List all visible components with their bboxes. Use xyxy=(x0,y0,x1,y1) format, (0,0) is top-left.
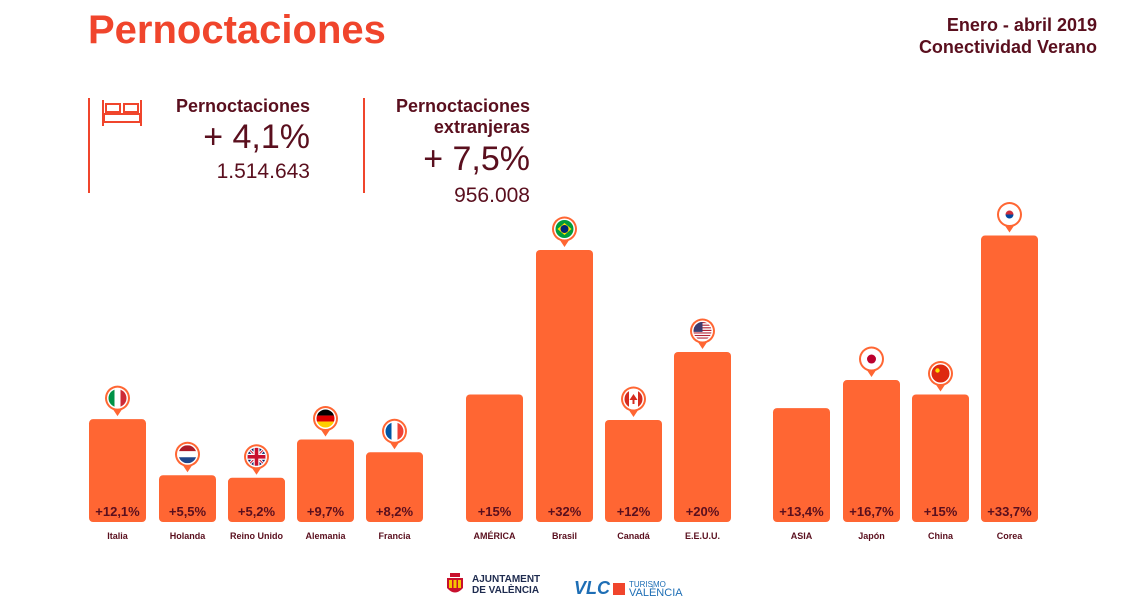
kpi-divider-2 xyxy=(363,98,365,193)
kpi-label: Pernoctaciones xyxy=(175,96,310,116)
kpi-percent-foreign: + 7,5% xyxy=(423,140,530,178)
bar-holanda xyxy=(159,475,216,522)
data-label-alemania: +9,7% xyxy=(307,504,345,519)
kpi-percent: + 4,1% xyxy=(203,118,310,156)
category-label-canada: Canadá xyxy=(617,531,651,541)
bar-group-corea: +33,7% Corea xyxy=(981,202,1038,541)
kpi-label-line-1: Pernoctaciones xyxy=(395,96,530,116)
france-flag-icon xyxy=(382,418,407,450)
data-label-japon: +16,7% xyxy=(849,504,894,519)
bed-icon xyxy=(102,100,142,126)
kpi-label-foreign: Pernoctaciones extranjeras xyxy=(396,96,530,138)
bar-corea xyxy=(981,235,1038,523)
bar-group-japon: +16,7% Japón xyxy=(843,346,900,541)
category-label-alemania: Alemania xyxy=(305,531,346,541)
ajuntament-line-2: DE VALÈNCIA xyxy=(472,585,540,596)
period-line-2: Conectividad Verano xyxy=(918,37,1097,57)
category-label-corea: Corea xyxy=(997,531,1024,541)
vlc-logo: VLC TURISMO VALÈNCIA xyxy=(574,578,683,599)
vlc-sub-line-1: TURISMO xyxy=(629,579,666,589)
data-label-america: +15% xyxy=(478,504,512,519)
data-label-e-e-u-u: +20% xyxy=(686,504,720,519)
bar-group-canada: +12% Canadá xyxy=(605,386,662,541)
category-label-reino-unido: Reino Unido xyxy=(230,531,283,541)
category-label-japon: Japón xyxy=(858,531,885,541)
bar-group-francia: +8,2% Francia xyxy=(366,418,423,541)
category-label-brasil: Brasil xyxy=(552,531,577,541)
ajuntament-line-1: AJUNTAMENT xyxy=(472,574,541,585)
italy-flag-icon xyxy=(105,385,130,417)
data-label-canada: +12% xyxy=(617,504,651,519)
page-title: Pernoctaciones xyxy=(88,8,386,52)
bar-group-e-e-u-u: +20% E.E.U.U. xyxy=(674,318,731,541)
usa-flag-icon xyxy=(690,318,715,349)
bar-asia xyxy=(773,408,830,522)
category-label-asia: ASIA xyxy=(791,531,813,541)
vlc-sub-line-2: VALÈNCIA xyxy=(629,586,683,599)
period-line-1: Enero - abril 2019 xyxy=(946,15,1097,35)
kpi-label-line-2: extranjeras xyxy=(433,117,530,137)
category-label-china: China xyxy=(928,531,954,541)
bar-alemania xyxy=(297,439,354,522)
data-label-holanda: +5,5% xyxy=(169,504,207,519)
ajuntament-logo: AJUNTAMENT DE VALÈNCIA xyxy=(444,572,540,598)
coat-of-arms-icon xyxy=(447,573,463,593)
data-label-francia: +8,2% xyxy=(376,504,414,519)
bar-japon xyxy=(843,380,900,522)
china-flag-icon xyxy=(928,361,953,392)
category-label-italia: Italia xyxy=(107,531,129,541)
kpi-divider-1 xyxy=(88,98,90,193)
bar-group-asia: +13,4% ASIA xyxy=(773,408,830,541)
period-block: Enero - abril 2019 Conectividad Verano xyxy=(919,14,1097,58)
bar-group-brasil: +32% Brasil xyxy=(536,216,593,541)
bar-america xyxy=(466,394,523,522)
bar-francia xyxy=(366,452,423,522)
bar-canada xyxy=(605,420,662,522)
bar-reino-unido xyxy=(228,477,285,522)
bar-group-alemania: +9,7% Alemania xyxy=(297,406,354,541)
uk-flag-icon xyxy=(244,444,269,475)
category-label-e-e-u-u: E.E.U.U. xyxy=(685,531,720,541)
category-label-america: AMÉRICA xyxy=(474,531,516,541)
category-label-holanda: Holanda xyxy=(170,531,206,541)
kpi-value: 1.514.643 xyxy=(216,160,310,183)
netherlands-flag-icon xyxy=(175,441,200,473)
bar-group-china: +15% China xyxy=(912,361,969,541)
bar-group-america: +15% AMÉRICA xyxy=(466,394,523,541)
data-label-china: +15% xyxy=(924,504,958,519)
category-label-francia: Francia xyxy=(378,531,411,541)
bar-e-e-u-u xyxy=(674,352,731,522)
bar-group-italia: +12,1% Italia xyxy=(89,385,146,541)
kpi-value-foreign: 956.008 xyxy=(454,184,530,207)
germany-flag-icon xyxy=(313,406,338,437)
data-label-corea: +33,7% xyxy=(987,504,1032,519)
data-label-reino-unido: +5,2% xyxy=(238,504,276,519)
vlc-wordmark: VLC xyxy=(574,578,610,598)
data-label-italia: +12,1% xyxy=(95,504,140,519)
canada-flag-icon xyxy=(621,386,646,417)
bar-group-holanda: +5,5% Holanda xyxy=(159,441,216,541)
korea-flag-icon xyxy=(997,202,1022,233)
bar-china xyxy=(912,394,969,522)
vlc-square-icon xyxy=(613,582,625,595)
bar-italia xyxy=(89,419,146,522)
bar-chart: +12,1% Italia +5,5% Holanda +5,2% Reino Unido… xyxy=(89,202,1038,541)
bar-brasil xyxy=(536,250,593,522)
data-label-brasil: +32% xyxy=(548,504,582,519)
bar-group-reino-unido: +5,2% Reino Unido xyxy=(228,444,285,541)
japan-flag-icon xyxy=(859,346,884,378)
brazil-flag-icon xyxy=(552,216,577,247)
data-label-asia: +13,4% xyxy=(779,504,824,519)
